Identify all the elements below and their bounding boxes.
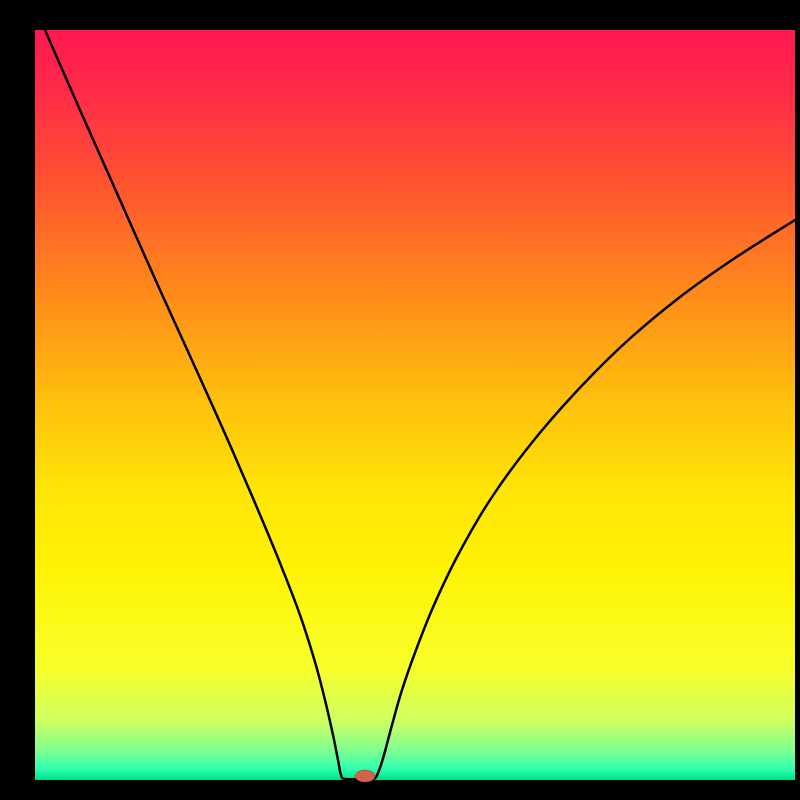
gradient-background (35, 30, 795, 780)
optimal-point-marker (355, 770, 375, 782)
plot-area (0, 0, 800, 800)
stage: TheBottleneck.com (0, 0, 800, 800)
bottleneck-curve-chart (0, 0, 800, 800)
